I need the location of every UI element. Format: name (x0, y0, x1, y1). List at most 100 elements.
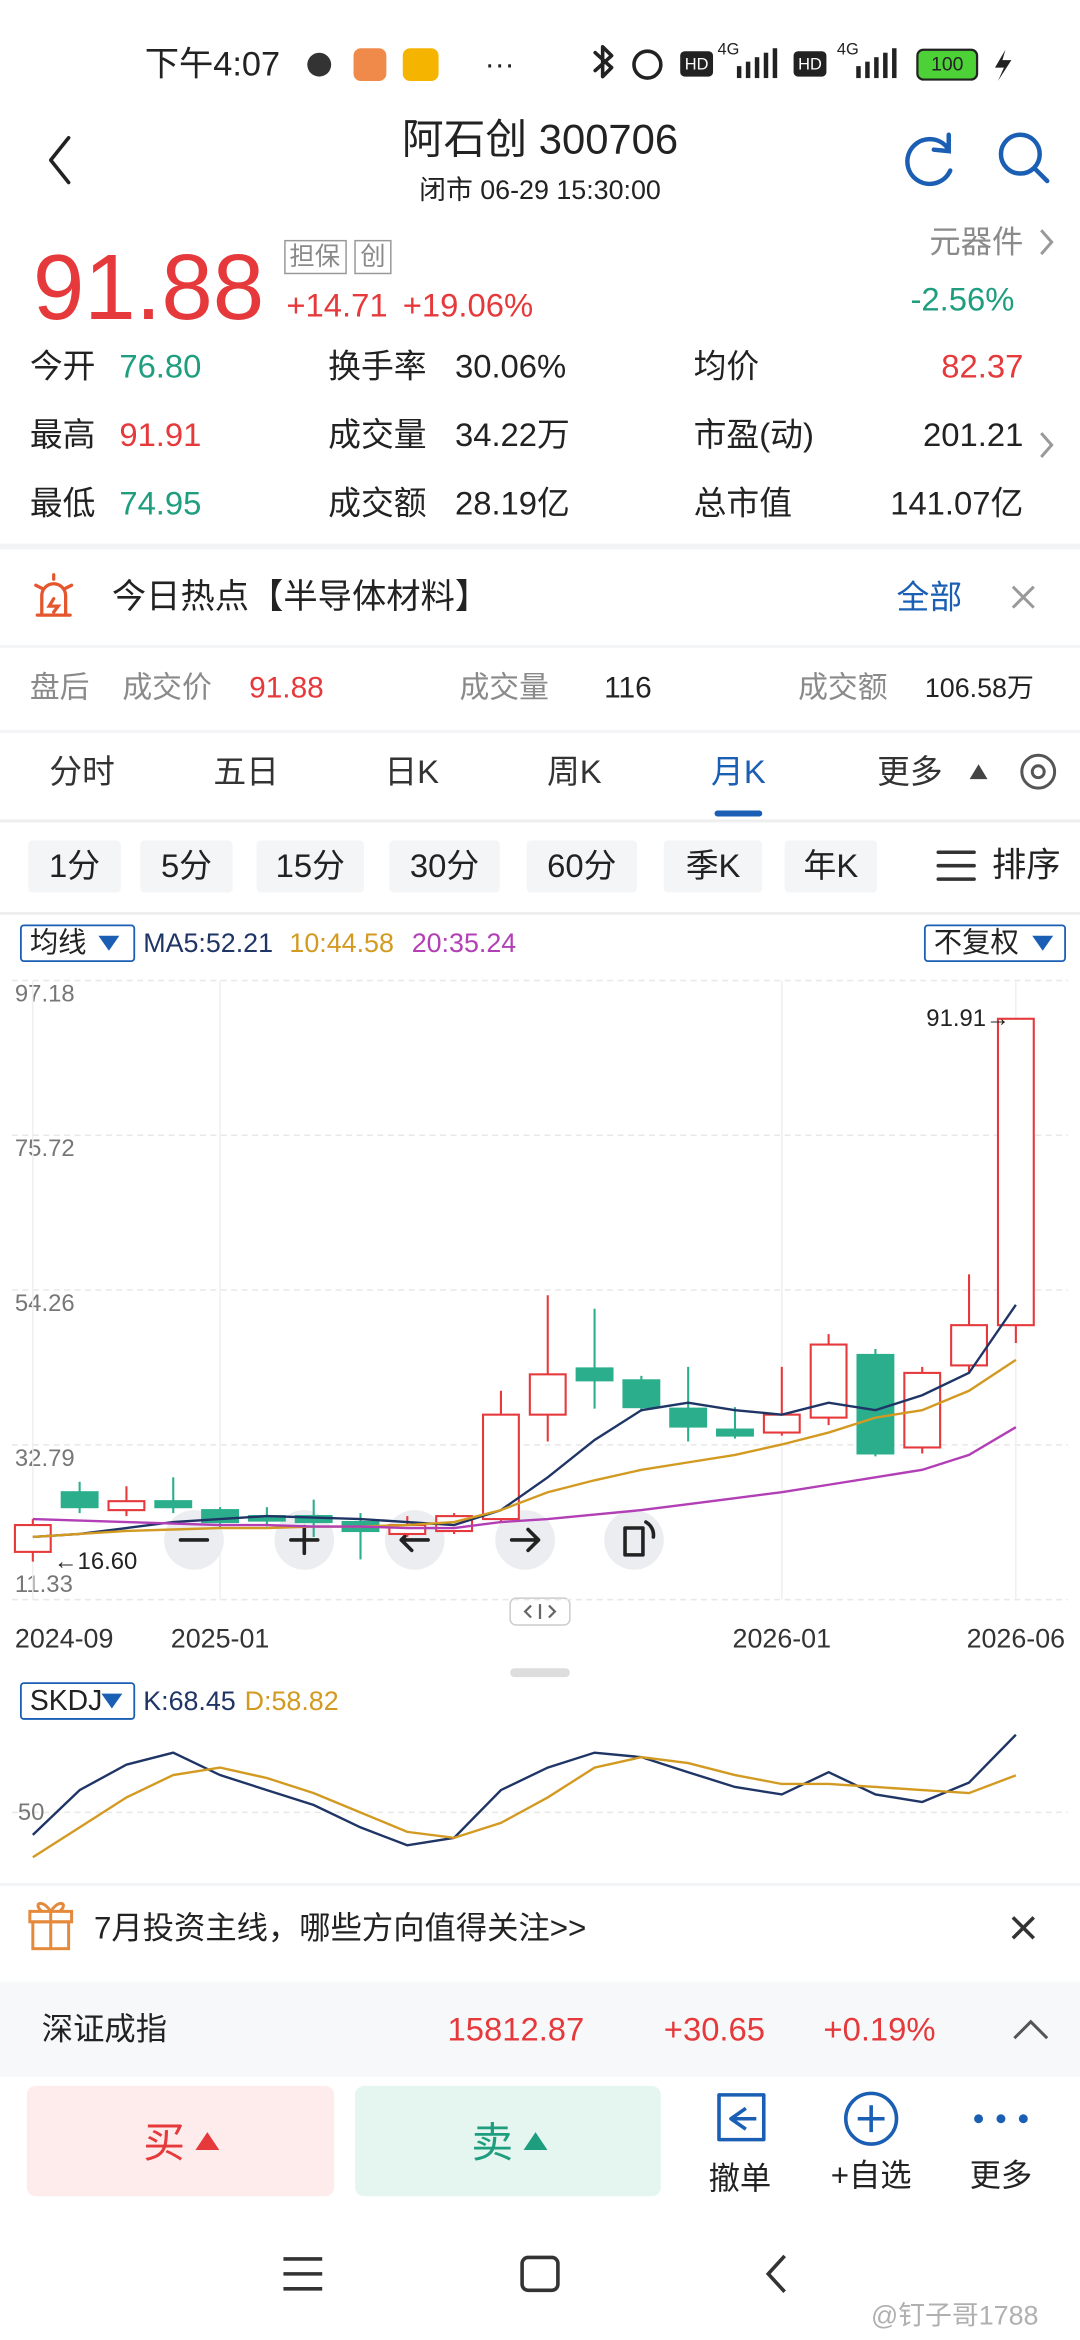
divider (0, 729, 1080, 733)
refresh-button[interactable] (905, 132, 953, 187)
divider (0, 819, 1080, 823)
period-chip[interactable] (784, 840, 878, 893)
index-name: 深证成指 (42, 2012, 167, 2047)
status-icon (402, 48, 439, 82)
period-chip[interactable] (256, 840, 364, 893)
period-chip[interactable] (526, 840, 637, 893)
tag: 创 (360, 243, 385, 271)
indicator-select[interactable] (19, 924, 136, 963)
index-bar[interactable] (0, 1981, 1080, 2077)
tab[interactable]: 周K (547, 753, 602, 790)
expand-icon (1013, 2019, 1049, 2040)
candle-body (201, 1509, 240, 1524)
hot-topic[interactable]: 今日热点【半导体材料】 (112, 578, 489, 616)
stat-label: 总市值 (694, 485, 792, 522)
nav-menu[interactable] (283, 2257, 323, 2291)
stat-value: 30.06% (455, 347, 566, 384)
index-change: +30.65 (664, 2011, 765, 2048)
x-tick-label: 2024-09 (15, 1623, 114, 1653)
legend-entry: MA5:52.21 (143, 928, 273, 958)
chevron[interactable] (1040, 432, 1054, 458)
legend-entry: D:58.82 (245, 1686, 339, 1716)
x-tick-label: 2026-06 (967, 1623, 1066, 1653)
period-chip[interactable] (389, 840, 500, 893)
sell-button[interactable] (355, 2085, 661, 2197)
x-tick-label: 2025-01 (171, 1623, 270, 1653)
settings-button[interactable] (1020, 753, 1057, 790)
period-chip[interactable] (28, 840, 121, 893)
after-hours-field: 成交额 (798, 672, 887, 705)
sector-change: -2.56% (910, 280, 1014, 317)
watchlist-label: +自选 (831, 2158, 912, 2193)
period: 30分 (410, 847, 479, 884)
stock-title: 阿石创 300706 (402, 116, 678, 163)
skdj-chart: 50 (11, 1733, 1069, 1859)
stat-label: 最高 (30, 416, 96, 453)
candle-body (481, 1413, 520, 1521)
dropdown-arrow (101, 1693, 123, 1709)
net-text: 4G (837, 41, 859, 59)
candle-body (60, 1491, 99, 1509)
index-value: 15812.87 (448, 2011, 585, 2048)
indicator-select[interactable] (19, 1682, 136, 1720)
close-button[interactable] (1011, 585, 1035, 609)
buy-button[interactable] (26, 2085, 335, 2197)
sort-button[interactable]: 排序 (992, 847, 1061, 885)
dropdown-arrow (98, 935, 120, 951)
bluetooth-icon (593, 44, 614, 79)
tab[interactable]: 月K (711, 753, 766, 790)
stat-label: 市盈(动) (694, 416, 814, 453)
net-text: 4G (718, 41, 740, 59)
candle-body (669, 1407, 708, 1428)
adjust-select[interactable] (923, 924, 1066, 963)
tag-box (354, 239, 392, 275)
legend-entry: 20:35.24 (412, 928, 517, 958)
nav-home[interactable] (520, 2255, 560, 2293)
tab[interactable]: 分时 (49, 753, 115, 790)
status-icon (353, 48, 387, 82)
hot-icon (34, 573, 74, 617)
candle-body (13, 1524, 52, 1553)
after-hours-field: 成交量 (459, 672, 548, 705)
close-button[interactable] (1011, 1916, 1036, 1940)
legend-entry: K:68.45 (143, 1686, 236, 1716)
price-change-pct: +19.06% (403, 286, 533, 323)
tab[interactable]: 更多 (877, 753, 943, 790)
chevron (1040, 229, 1054, 256)
period-chip[interactable] (663, 840, 763, 893)
alarm-icon (632, 49, 663, 80)
status-time: 下午4:07 (145, 46, 280, 84)
status-icon (307, 52, 332, 77)
search-button[interactable] (998, 132, 1050, 184)
low-annotation: ←16.60 (54, 1548, 138, 1575)
tab[interactable]: 日K (384, 753, 439, 790)
tag: 担保 (289, 243, 340, 271)
promo-text[interactable]: 7月投资主线，哪些方向值得关注>> (94, 1910, 586, 1945)
panel-handle[interactable] (510, 1668, 570, 1678)
sell-label: 卖 (471, 2119, 513, 2166)
stat-label: 成交额 (328, 485, 426, 522)
sector-name[interactable]: 元器件 (929, 225, 1023, 260)
hd-badge (793, 51, 827, 77)
sell-arrow (523, 2132, 548, 2151)
hot-all-link[interactable]: 全部 (897, 579, 963, 616)
nav-back[interactable] (765, 2254, 786, 2293)
y-tick-label: 50 (18, 1799, 45, 1826)
more-label: 更多 (970, 2158, 1033, 2193)
reset-view[interactable] (604, 1510, 664, 1570)
ma-line (32, 1358, 1017, 1539)
period-chip[interactable] (140, 840, 233, 893)
adjust-mode: 不复权 (934, 927, 1019, 959)
watchlist-button[interactable]: +自选 (831, 2091, 912, 2193)
gift-icon (28, 1902, 74, 1951)
divider (0, 911, 1080, 915)
more-button[interactable]: 更多 (970, 2114, 1033, 2193)
tab[interactable]: 五日 (213, 753, 279, 790)
indicator-name: 均线 (30, 927, 87, 959)
candle-body (716, 1428, 754, 1437)
back-button[interactable] (48, 135, 71, 185)
signal-bars (736, 48, 778, 79)
divider (0, 644, 1080, 648)
cancel-button[interactable]: 撤单 (709, 2093, 772, 2196)
